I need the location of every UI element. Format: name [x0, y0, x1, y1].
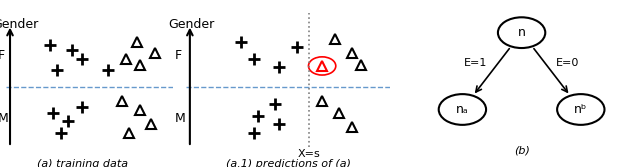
Circle shape: [498, 17, 545, 48]
Text: F: F: [0, 49, 4, 62]
Text: (a) training data: (a) training data: [37, 159, 128, 167]
Text: (b): (b): [514, 146, 529, 156]
Text: F: F: [175, 49, 182, 62]
Text: E=0: E=0: [556, 58, 579, 68]
Text: M: M: [0, 112, 8, 125]
Circle shape: [557, 94, 605, 125]
Text: n: n: [518, 26, 525, 39]
Text: M: M: [175, 112, 186, 125]
Text: Gender: Gender: [168, 18, 215, 31]
Text: nₐ: nₐ: [456, 103, 468, 116]
Text: nᵇ: nᵇ: [574, 103, 588, 116]
Circle shape: [439, 94, 486, 125]
Text: E=1: E=1: [464, 58, 487, 68]
Text: X=s: X=s: [298, 149, 321, 159]
Text: Gender: Gender: [0, 18, 38, 31]
Text: (a.1) predictions of (a): (a.1) predictions of (a): [225, 159, 351, 167]
